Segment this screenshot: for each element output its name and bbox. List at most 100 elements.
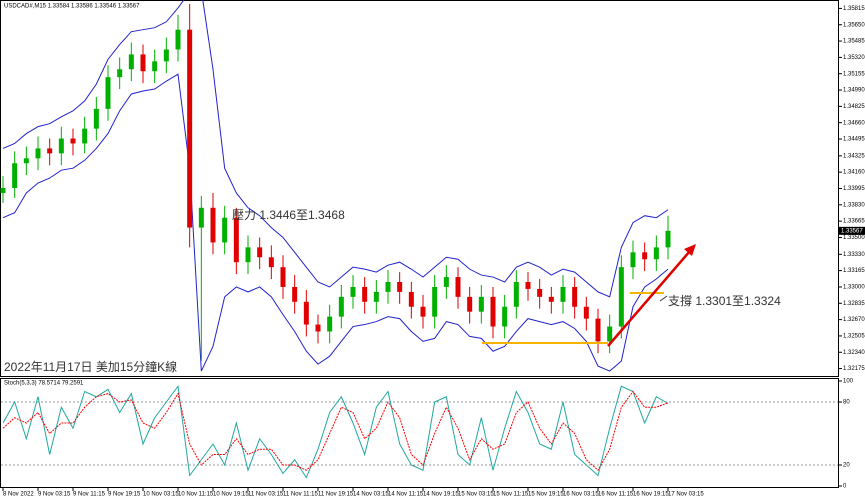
y-tick-label: 1.35650 (843, 22, 865, 28)
y-tick-label: 1.33330 (843, 252, 865, 258)
candle-body (163, 49, 169, 62)
candle-body (560, 286, 566, 302)
candle-body (82, 128, 88, 144)
candle-body (385, 282, 391, 292)
y-tick-label: 1.33165 (843, 268, 865, 274)
x-tick-label: 15 Nov 03:15 (458, 492, 494, 498)
candle-body (58, 138, 64, 154)
candle-body (70, 138, 76, 144)
y-tick-label: 1.33995 (843, 186, 865, 192)
x-tick-label: 14 Nov 03:15 (353, 492, 389, 498)
y-tick-label: 1.35815 (843, 6, 865, 12)
candle-body (210, 207, 216, 243)
candle-body (642, 252, 648, 260)
stoch-title: Stoch(5,3,3) 78.5714 79.2591 (4, 381, 84, 387)
candle-body (338, 296, 344, 317)
candle-body (432, 286, 438, 317)
candle-body (618, 267, 624, 327)
candle-body (117, 69, 123, 78)
candle-body (583, 306, 589, 319)
annotation: 2022年11月17日 美加15分鐘K線 (4, 359, 177, 374)
x-tick-label: 8 Nov 2022 (3, 492, 34, 498)
x-tick-label: 10 Nov 03:15 (143, 492, 179, 498)
candle-body (12, 163, 18, 188)
y-tick-label: 1.34495 (843, 137, 865, 143)
candle-body (467, 296, 473, 312)
upper-band (2, 0, 669, 298)
y-tick-label: 1.34990 (843, 88, 865, 94)
lower-band (2, 73, 669, 372)
x-tick-label: 16 Nov 19:15 (633, 492, 669, 498)
y-tick-label: 1.34825 (843, 104, 865, 110)
x-tick-label: 15 Nov 11:15 (493, 492, 529, 498)
candle-body (630, 252, 636, 268)
candle-body (257, 247, 263, 258)
candle-body (478, 296, 484, 312)
y-tick-label: 1.34325 (843, 153, 865, 159)
candle-body (397, 282, 403, 292)
y-tick-label: 1.33000 (843, 285, 865, 291)
candle-body (455, 277, 461, 297)
candle-body (607, 326, 613, 342)
annotation: 支撐 1.3301至1.3324 (668, 294, 781, 308)
chart-title: USDCAD#,M15 1.33584 1.33586 1.33546 1.33… (4, 4, 140, 10)
candle-body (502, 306, 508, 327)
candle-body (222, 217, 228, 243)
y-tick-label: 80 (843, 400, 850, 406)
x-tick-label: 10 Nov 19:15 (213, 492, 249, 498)
y-tick-label: 1.33830 (843, 202, 865, 208)
x-tick-label: 14 Nov 19:15 (423, 492, 459, 498)
x-tick-label: 9 Nov 03:15 (38, 492, 71, 498)
candle-body (198, 207, 204, 228)
candle-body (537, 288, 543, 297)
y-tick-label: 1.32175 (843, 366, 865, 372)
pointer (659, 295, 668, 302)
y-tick-label: 100 (843, 379, 854, 385)
candle-body (362, 286, 368, 302)
x-tick-label: 11 Nov 11:15 (283, 492, 318, 498)
y-tick-label: 1.35320 (843, 55, 865, 61)
x-tick-label: 9 Nov 11:15 (73, 492, 106, 498)
candle-body (665, 230, 671, 248)
candle-body (105, 77, 111, 109)
y-tick-label: 1.32835 (843, 301, 865, 307)
candle-body (152, 61, 158, 72)
candle-body (408, 291, 414, 307)
candle-body (35, 148, 41, 159)
x-tick-label: 9 Nov 19:15 (108, 492, 141, 498)
x-tick-label: 15 Nov 19:15 (528, 492, 564, 498)
candle-body (490, 296, 496, 327)
annotation: 壓力 1.3446至1.3468 (232, 208, 345, 222)
x-tick-label: 10 Nov 11:15 (178, 492, 214, 498)
candle-body (140, 54, 146, 72)
y-tick-label: 0 (843, 484, 847, 490)
candle-body (513, 282, 519, 307)
y-tick-label: 1.32670 (843, 317, 865, 323)
candle-body (653, 247, 659, 260)
candle-body (245, 247, 251, 263)
x-tick-label: 14 Nov 11:15 (388, 492, 424, 498)
candle-body (47, 148, 53, 154)
stoch-line (2, 384, 669, 479)
y-tick-label: 1.34160 (843, 170, 865, 176)
candle-body (572, 286, 578, 307)
candle-body (350, 286, 356, 297)
price-tag (839, 226, 865, 235)
candle-body (128, 54, 134, 70)
price-tag-label: 1.33567 (841, 228, 863, 234)
candle-body (443, 277, 449, 287)
y-tick-label: 1.35485 (843, 39, 865, 45)
candle-body (292, 286, 298, 302)
x-tick-label: 11 Nov 03:15 (248, 492, 284, 498)
y-tick-label: 1.35155 (843, 71, 865, 77)
y-tick-label: 1.33500 (843, 235, 865, 241)
trend-arrow (607, 250, 691, 347)
candle-body (548, 296, 554, 302)
y-tick-label: 20 (843, 463, 850, 469)
candle-body (23, 158, 29, 164)
candle-body (327, 316, 333, 332)
x-tick-label: 11 Nov 19:15 (318, 492, 354, 498)
